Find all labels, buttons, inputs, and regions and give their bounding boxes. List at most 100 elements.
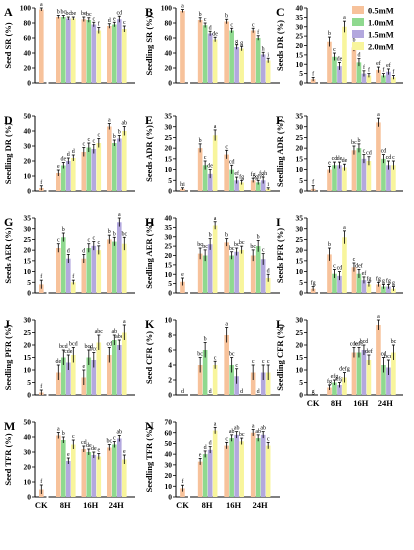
bar <box>66 18 71 83</box>
significance-letter: c <box>252 359 255 365</box>
y-tick-label: 0 <box>168 289 172 298</box>
significance-letter: a <box>57 427 60 433</box>
bar <box>197 253 203 293</box>
significance-letter: c <box>225 436 228 442</box>
bar <box>386 367 391 395</box>
significance-letter: c <box>92 139 95 145</box>
significance-letter: f <box>312 179 314 186</box>
significance-letter: a <box>214 216 217 222</box>
significance-letter: be <box>70 11 76 17</box>
bar <box>180 11 185 83</box>
bar <box>86 147 92 191</box>
bar <box>107 126 112 191</box>
bar <box>61 237 66 293</box>
x-tick-label: 16H <box>226 500 242 510</box>
significance-letter: c <box>123 20 126 26</box>
significance-letter: a <box>181 4 184 10</box>
y-tick-label: 40 <box>296 4 304 13</box>
significance-letter: f <box>40 179 42 186</box>
significance-letter: a <box>118 212 121 218</box>
bar <box>86 20 92 83</box>
significance-letter: a <box>108 118 111 124</box>
bar <box>265 445 271 497</box>
significance-letter: d <box>181 389 184 395</box>
significance-letter: b <box>57 10 60 16</box>
significance-letter: a <box>214 421 217 427</box>
bar <box>386 71 391 83</box>
significance-letter: c <box>72 434 75 440</box>
y-tick-label: 5 <box>299 69 303 78</box>
bar <box>366 75 372 83</box>
y-tick-label: 40 <box>24 127 32 136</box>
significance-letter: d <box>204 445 207 451</box>
bar <box>56 435 61 497</box>
bar <box>91 245 97 293</box>
y-tick-label: 35 <box>165 223 173 232</box>
y-axis-label: Seed TFR (%) <box>3 433 13 485</box>
significance-letter: a <box>377 112 380 118</box>
significance-letter: ef <box>376 60 381 67</box>
significance-letter: cd <box>381 352 387 358</box>
y-tick-label: 30 <box>296 224 304 233</box>
significance-letter: f <box>40 478 42 485</box>
y-tick-label: 0 <box>299 289 303 298</box>
significance-letter: a <box>252 424 255 430</box>
bar <box>351 150 357 191</box>
bar <box>81 449 87 497</box>
significance-letter: f <box>392 69 394 76</box>
significance-letter: fg <box>386 277 391 284</box>
y-tick-label: 0 <box>168 187 172 196</box>
y-tick-label: 15 <box>296 154 304 163</box>
y-tick-label: 10 <box>165 165 173 174</box>
significance-letter: de <box>342 158 348 164</box>
y-tick-label: 10 <box>24 267 32 276</box>
y-tick-label: 40 <box>165 49 173 58</box>
significance-letter: ab <box>229 429 235 435</box>
bar <box>327 169 332 191</box>
legend-label: 0.5mM <box>368 6 394 16</box>
bar <box>234 251 239 293</box>
bar <box>96 143 102 191</box>
bar <box>376 69 381 83</box>
y-axis-label: Seedling SR (%) <box>144 15 154 75</box>
bar <box>356 273 362 293</box>
bar <box>356 148 362 191</box>
bar <box>239 48 244 83</box>
bar <box>212 225 218 293</box>
significance-letter: c <box>252 22 255 28</box>
y-tick-label: 15 <box>296 256 304 265</box>
bar <box>391 77 396 83</box>
bar <box>207 173 213 191</box>
y-tick-label: 20 <box>24 64 32 73</box>
significance-letter: bc <box>250 244 256 250</box>
significance-letter: c <box>92 16 95 22</box>
significance-letter: cd <box>381 149 387 155</box>
bar <box>332 56 337 83</box>
bar <box>202 165 208 191</box>
significance-letter: c <box>204 155 207 161</box>
y-tick-label: 40 <box>165 450 173 459</box>
bar <box>202 25 208 83</box>
significance-letter: c <box>82 142 85 148</box>
bar <box>122 131 127 191</box>
significance-letter: a <box>40 2 43 8</box>
significance-letter: c <box>363 149 366 155</box>
bar <box>81 258 87 293</box>
bar <box>265 372 271 395</box>
bar <box>39 9 44 83</box>
significance-letter: b <box>108 229 111 235</box>
bar <box>234 434 239 497</box>
y-tick-label: 100 <box>161 4 173 13</box>
bar <box>86 248 92 293</box>
panel-label: C <box>276 5 285 19</box>
y-tick-label: 20 <box>24 246 32 255</box>
y-axis-label: Seed SR (%) <box>3 22 13 68</box>
y-tick-label: 0 <box>168 493 172 502</box>
significance-letter: b <box>209 233 212 239</box>
bar <box>234 376 239 395</box>
y-tick-label: 70 <box>165 418 173 427</box>
significance-letter: bc <box>60 10 66 16</box>
y-tick-label: 35 <box>296 112 304 121</box>
bar <box>255 182 261 191</box>
